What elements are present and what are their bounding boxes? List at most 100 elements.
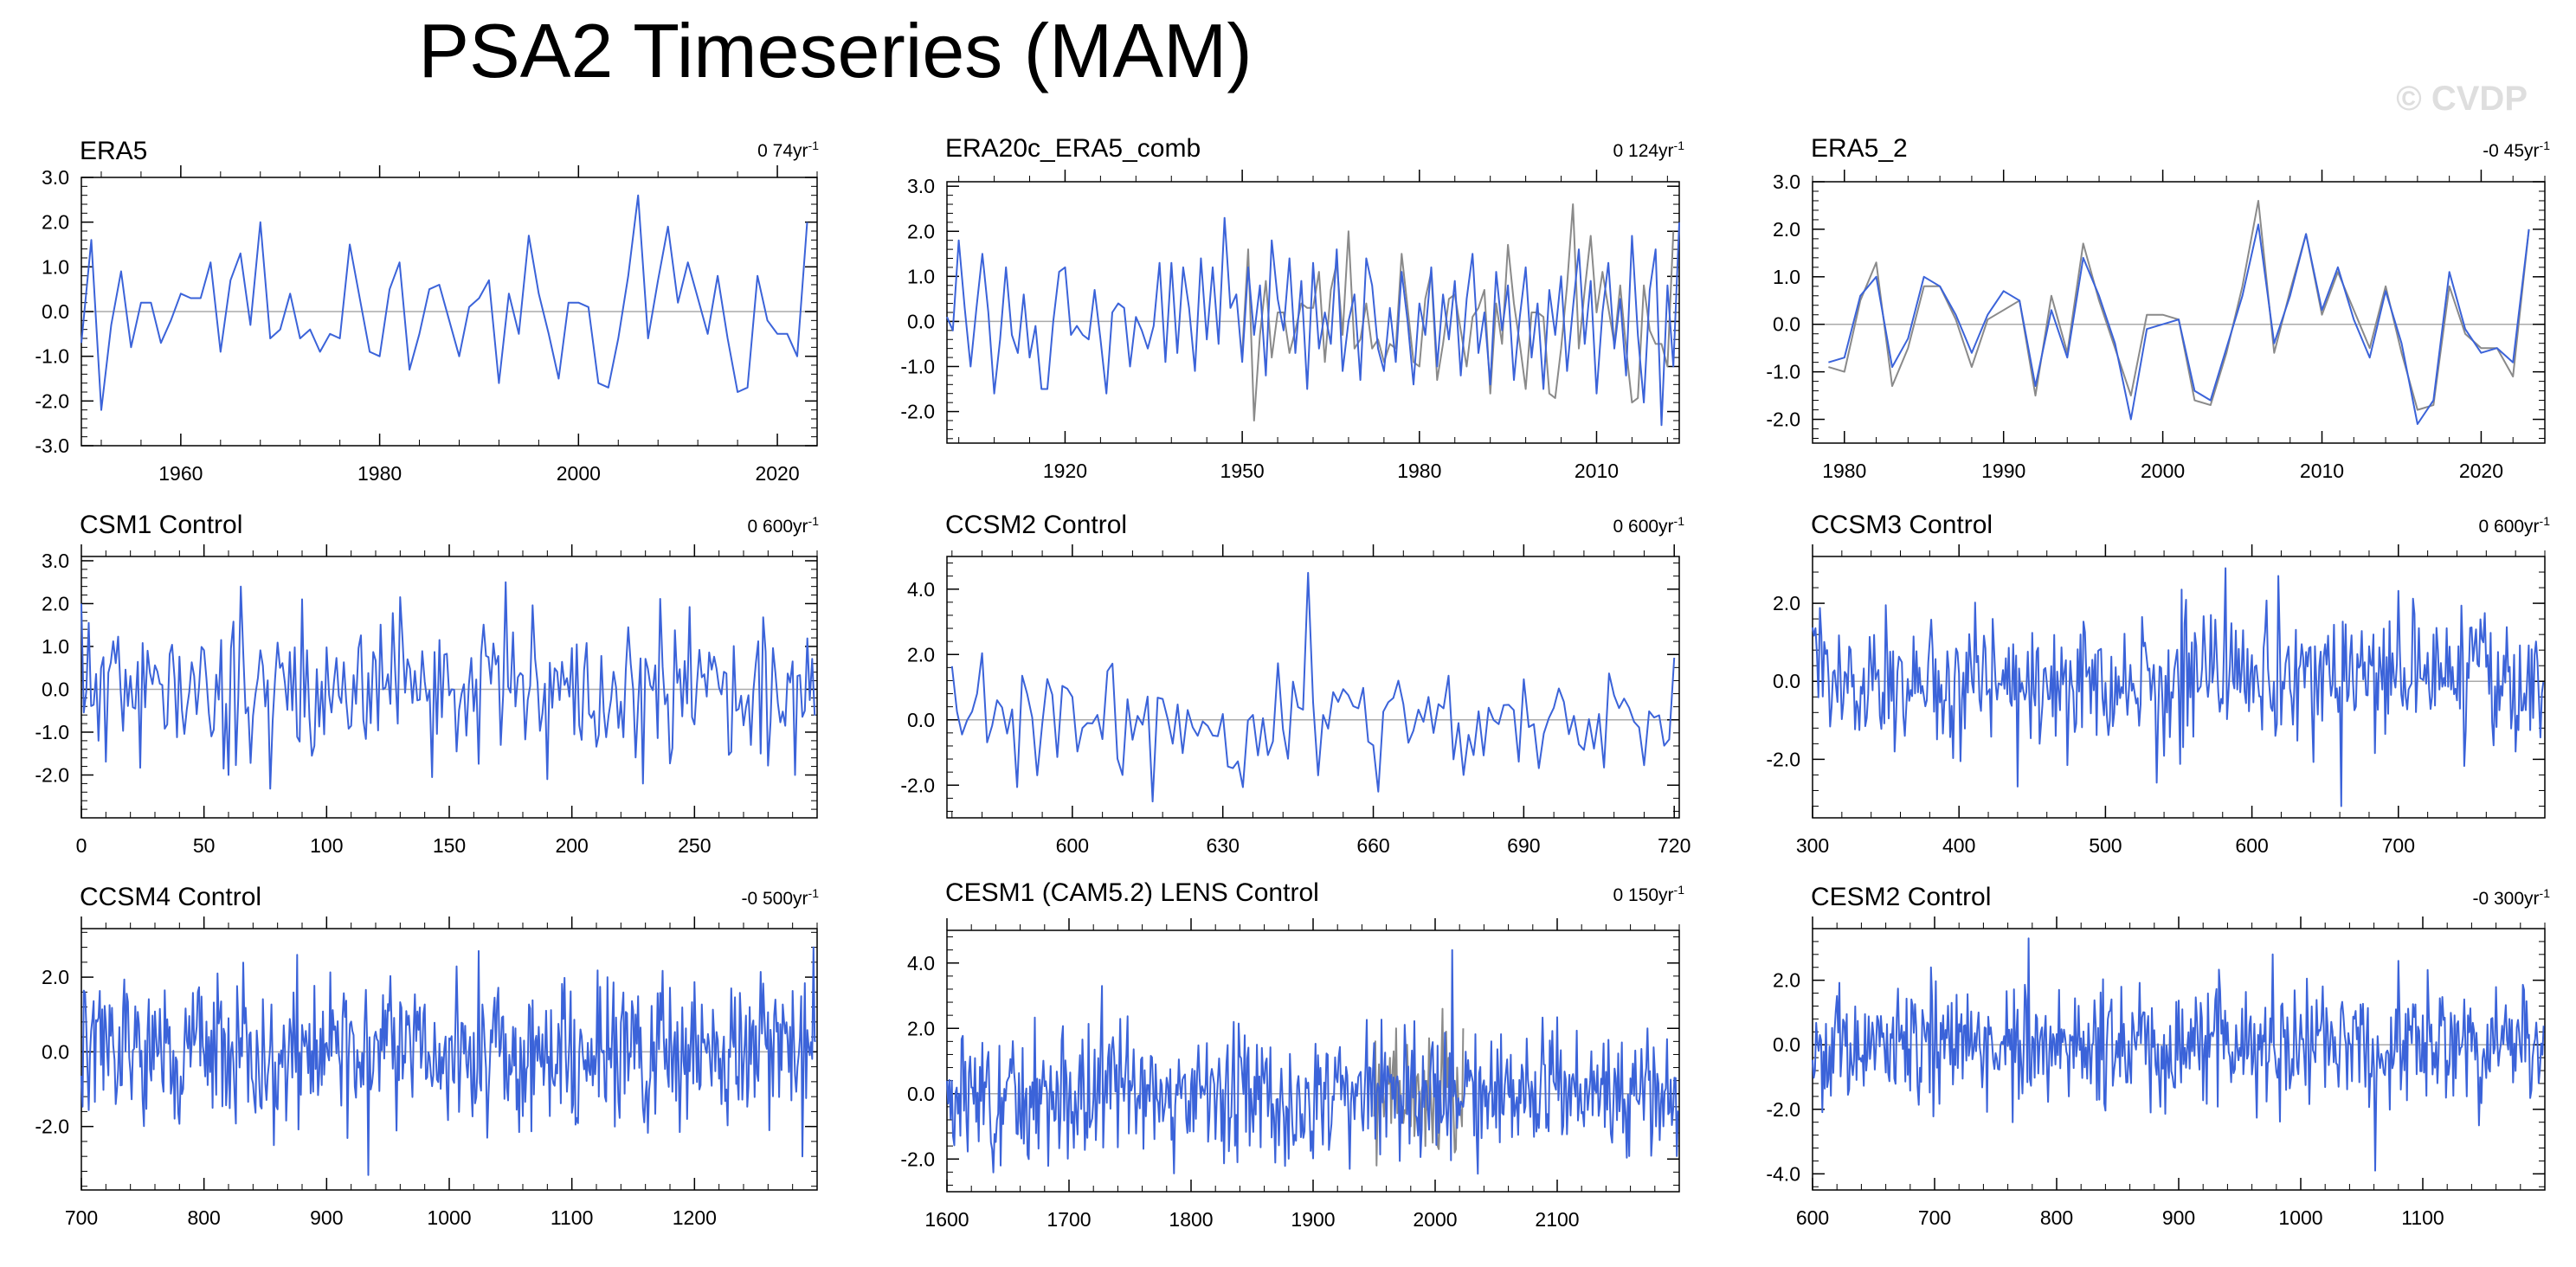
- x-tick-label: 2020: [755, 462, 799, 485]
- y-tick-label: -2.0: [900, 1148, 935, 1170]
- y-tick-label: 2.0: [907, 220, 935, 242]
- x-tick-label: 1990: [1981, 460, 2025, 482]
- x-tick-label: 150: [433, 834, 466, 857]
- x-tick-label: 300: [1796, 834, 1829, 857]
- x-tick-label: 1980: [1822, 460, 1866, 482]
- panel-title-ccsm2: CCSM2 Control: [945, 511, 1128, 539]
- y-tick-label: 0.0: [907, 310, 935, 332]
- y-tick-label: 0.0: [42, 678, 69, 700]
- series-line-csm1: [80, 581, 816, 790]
- x-tick-label: 1900: [1291, 1208, 1335, 1231]
- y-tick-label: 0.0: [907, 709, 935, 731]
- panel-title-csm1: CSM1 Control: [80, 511, 243, 539]
- x-tick-label: 630: [1207, 834, 1240, 857]
- series-line-era5: [80, 194, 808, 411]
- y-tick-label: 0.0: [42, 1040, 69, 1063]
- x-tick-label: 250: [678, 834, 711, 857]
- x-tick-label: 50: [193, 834, 216, 857]
- plot-frame: [1812, 181, 2546, 444]
- x-tick-label: 1100: [2401, 1206, 2444, 1229]
- x-tick-label: 690: [1507, 834, 1540, 857]
- x-tick-label: 700: [1918, 1206, 1951, 1229]
- x-tick-label: 2000: [1413, 1208, 1457, 1231]
- y-tick-label: 2.0: [42, 592, 69, 614]
- x-tick-label: 100: [310, 834, 343, 857]
- y-tick-label: 0.0: [907, 1083, 935, 1105]
- x-tick-label: 800: [187, 1206, 220, 1229]
- x-tick-label: 660: [1356, 834, 1389, 857]
- trend-label-cesm1: 0 150yr-1: [1613, 883, 1685, 905]
- y-tick-label: 2.0: [1773, 592, 1800, 614]
- y-tick-label: 0.0: [1773, 1033, 1800, 1056]
- x-tick-label: 2000: [557, 462, 601, 485]
- y-tick-label: 3.0: [1773, 170, 1800, 193]
- y-tick-label: 1.0: [907, 265, 935, 287]
- x-tick-label: 600: [1796, 1206, 1829, 1229]
- cvdp-watermark: © CVDP: [2396, 80, 2528, 118]
- series-line-era20c: [946, 216, 1680, 427]
- trend-label-cesm2: -0 300yr-1: [2472, 886, 2551, 909]
- x-tick-label: 1200: [673, 1206, 717, 1229]
- series-line-era5-2: [1828, 223, 2530, 425]
- y-tick-label: -1.0: [35, 721, 69, 743]
- y-tick-label: 2.0: [907, 1017, 935, 1039]
- x-tick-label: 600: [1056, 834, 1089, 857]
- y-tick-label: -3.0: [35, 434, 69, 457]
- panel-title-cesm2: CESM2 Control: [1811, 883, 1992, 911]
- series-line-cesm2: [1812, 937, 2545, 1172]
- x-tick-label: 1000: [2278, 1206, 2322, 1229]
- x-tick-label: 900: [310, 1206, 343, 1229]
- y-tick-label: 2.0: [1773, 969, 1800, 992]
- y-tick-label: -2.0: [900, 774, 935, 796]
- x-tick-label: 800: [2040, 1206, 2073, 1229]
- panel-title-ccsm4: CCSM4 Control: [80, 883, 262, 911]
- y-tick-label: -2.0: [1766, 748, 1800, 770]
- y-tick-label: 2.0: [1773, 218, 1800, 241]
- x-tick-label: 1980: [357, 462, 402, 485]
- y-tick-label: -2.0: [1766, 1098, 1800, 1121]
- trend-label-era5: 0 74yr-1: [757, 138, 819, 161]
- plot-frame: [946, 181, 1680, 444]
- y-tick-label: 1.0: [42, 255, 69, 278]
- trend-label-ccsm3: 0 600yr-1: [2478, 514, 2551, 537]
- x-tick-label: 1920: [1043, 460, 1087, 482]
- y-tick-label: -1.0: [35, 345, 69, 368]
- y-tick-label: 4.0: [907, 578, 935, 601]
- x-tick-label: 1800: [1169, 1208, 1213, 1231]
- main-title: PSA2 Timeseries (MAM): [418, 8, 1253, 93]
- y-tick-label: -1.0: [900, 355, 935, 377]
- x-tick-label: 1100: [551, 1206, 593, 1229]
- y-tick-label: 2.0: [42, 211, 69, 234]
- panel-title-ccsm3: CCSM3 Control: [1811, 511, 1993, 539]
- x-tick-label: 720: [1658, 834, 1690, 857]
- x-tick-label: 400: [1942, 834, 1975, 857]
- x-tick-label: 2020: [2459, 460, 2503, 482]
- y-tick-label: -4.0: [1766, 1162, 1800, 1185]
- x-tick-label: 0: [76, 834, 87, 857]
- panel-title-cesm1: CESM1 (CAM5.2) LENS Control: [945, 878, 1319, 907]
- series-line-ccsm3: [1812, 567, 2545, 807]
- x-tick-label: 1980: [1397, 460, 1441, 482]
- x-tick-label: 1960: [158, 462, 203, 485]
- y-tick-label: 3.0: [42, 166, 69, 189]
- y-tick-label: -2.0: [900, 401, 935, 423]
- plot-frame: [1812, 556, 2546, 819]
- panel-title-era20c: ERA20c_ERA5_comb: [945, 134, 1201, 163]
- series-line-era5-grey-: [1828, 200, 2530, 411]
- trend-label-era20c: 0 124yr-1: [1613, 138, 1685, 161]
- x-tick-label: 2000: [2141, 460, 2185, 482]
- trend-label-ccsm4: -0 500yr-1: [741, 886, 820, 909]
- y-tick-label: 3.0: [907, 175, 935, 197]
- x-tick-label: 2100: [1535, 1208, 1579, 1231]
- y-tick-label: 0.0: [1773, 670, 1800, 692]
- y-tick-label: -2.0: [35, 389, 69, 412]
- panel-title-era5: ERA5: [80, 137, 148, 165]
- x-tick-label: 600: [2235, 834, 2268, 857]
- x-tick-label: 2010: [2300, 460, 2344, 482]
- series-line-era5: [1241, 203, 1675, 421]
- y-tick-label: 0.0: [1773, 313, 1800, 336]
- series-line-cesm1: [946, 949, 1679, 1175]
- x-tick-label: 500: [2089, 834, 2122, 857]
- x-tick-label: 1950: [1220, 460, 1265, 482]
